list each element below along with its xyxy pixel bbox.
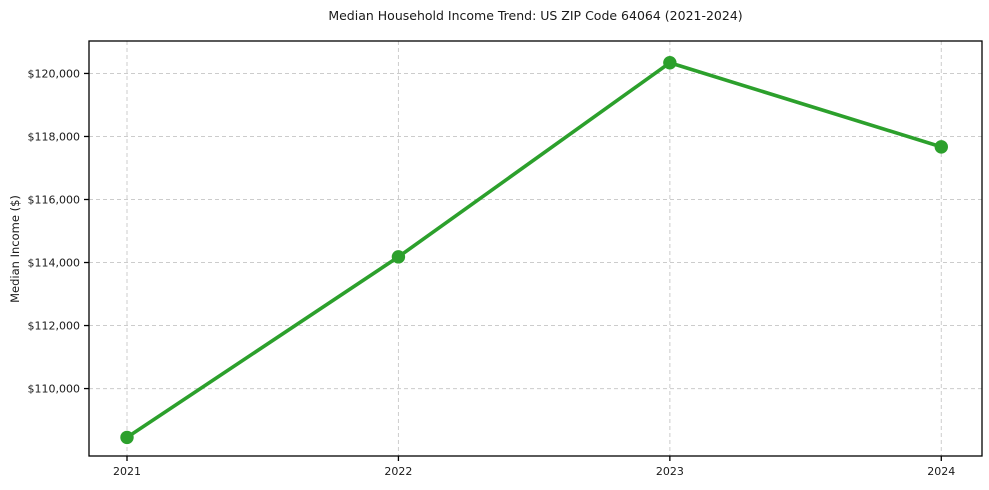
- data-point-2022: [391, 250, 406, 264]
- y-tick-label: $112,000: [28, 319, 81, 332]
- data-point-2024: [934, 140, 948, 154]
- y-tick-label: $116,000: [28, 193, 81, 206]
- x-tick-label: 2022: [384, 465, 412, 478]
- y-tick-label: $114,000: [28, 256, 81, 269]
- x-tick-label: 2024: [927, 465, 955, 478]
- data-point-2023: [663, 56, 677, 70]
- y-tick-label: $110,000: [28, 382, 81, 395]
- chart-title: Median Household Income Trend: US ZIP Co…: [328, 8, 743, 23]
- x-tick-label: 2023: [656, 465, 684, 478]
- x-tick-label: 2021: [113, 465, 141, 478]
- plot-border: [88, 40, 983, 457]
- y-tick-label: $118,000: [28, 130, 81, 143]
- data-point-2021: [120, 430, 134, 445]
- trend-line: [125, 60, 944, 440]
- y-tick-label: $120,000: [28, 67, 81, 80]
